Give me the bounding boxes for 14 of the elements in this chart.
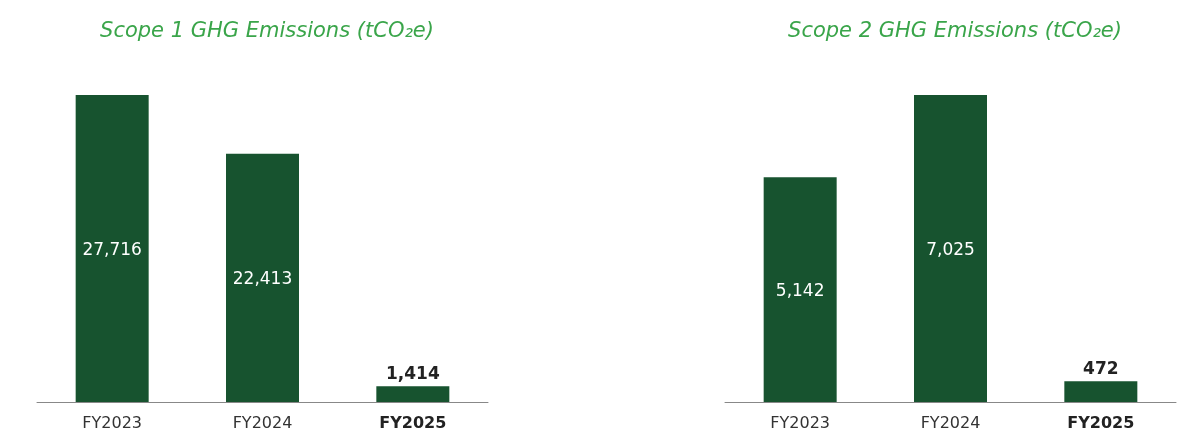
chart-title: Scope 2 GHG Emissions (tCO₂e) (788, 17, 1122, 42)
chart-title: Scope 1 GHG Emissions (tCO₂e) (100, 17, 434, 42)
data-label: 472 (1083, 357, 1119, 378)
data-label: 5,142 (775, 279, 825, 300)
x-tick-label: FY2023 (770, 412, 831, 432)
x-tick-label: FY2025 (379, 412, 447, 432)
data-label: 22,413 (232, 267, 293, 288)
x-tick-label: FY2024 (920, 412, 981, 432)
data-label: 27,716 (82, 238, 142, 259)
data-label: 1,414 (385, 362, 440, 383)
data-label: 7,025 (926, 238, 975, 259)
x-tick-label: FY2023 (82, 412, 143, 432)
x-tick-label: FY2024 (232, 412, 293, 432)
x-tick-label: FY2025 (1067, 412, 1135, 432)
